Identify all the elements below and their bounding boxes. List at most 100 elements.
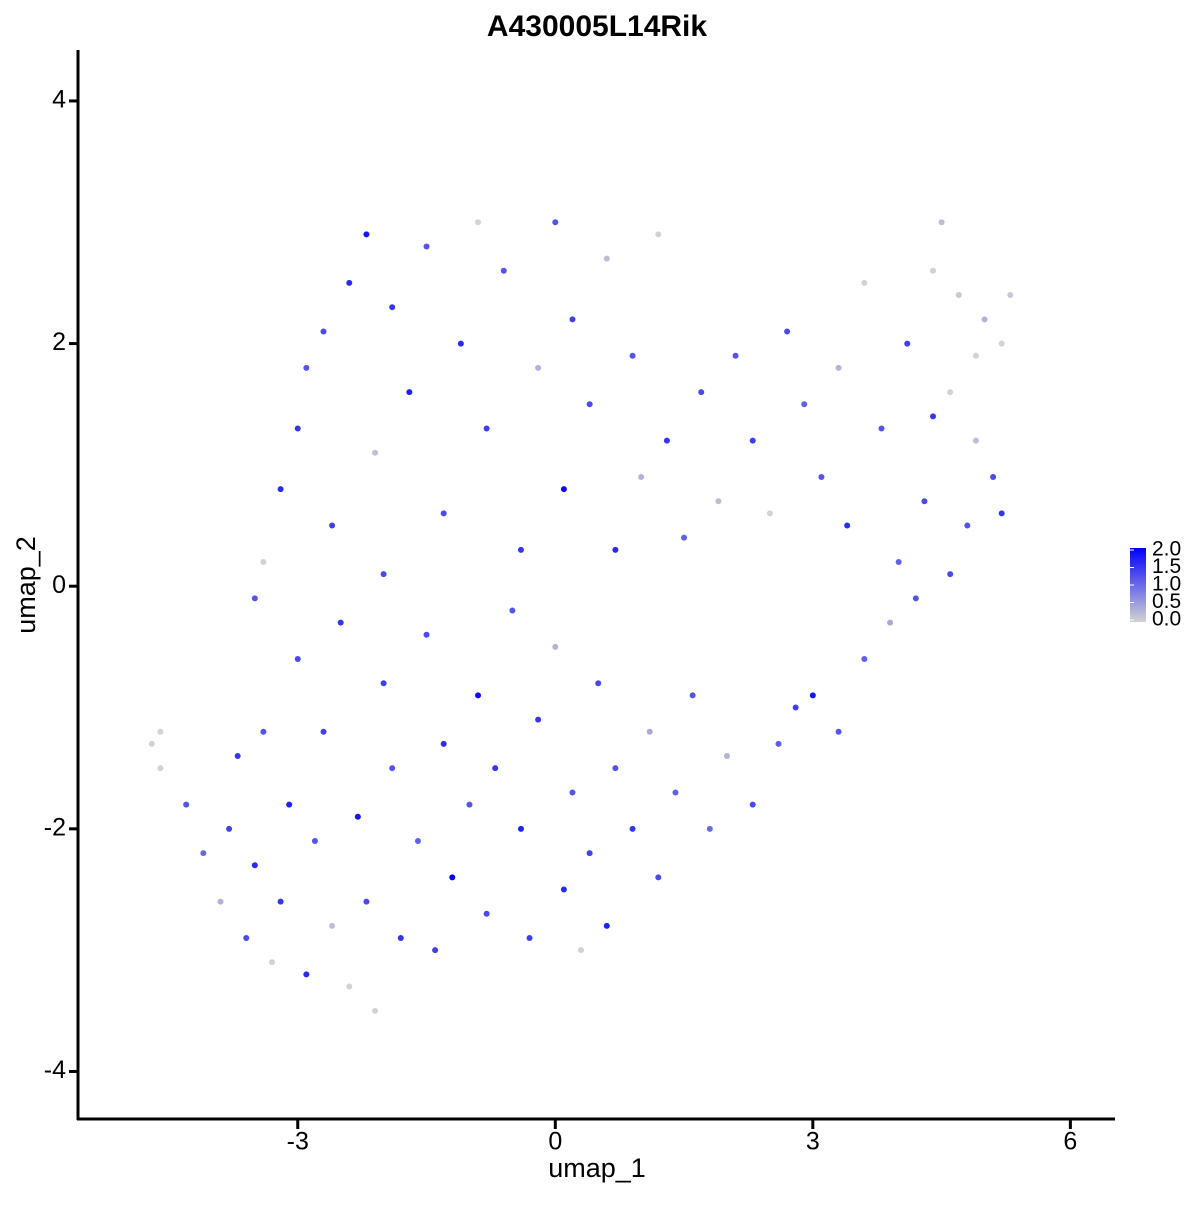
y-axis-label: umap_2 (11, 536, 41, 634)
point (972, 437, 979, 444)
point (930, 267, 937, 274)
point (329, 522, 336, 529)
chart-title: A430005L14Rik (487, 10, 707, 43)
point (895, 558, 902, 565)
point (947, 571, 954, 578)
point (243, 935, 250, 942)
point (672, 789, 679, 796)
point (844, 522, 851, 529)
point (586, 850, 593, 857)
point (260, 558, 267, 565)
point (269, 959, 276, 966)
point (311, 837, 318, 844)
point (887, 619, 894, 626)
point (612, 765, 619, 772)
point (509, 607, 516, 614)
point (698, 389, 705, 396)
x-tick-label: 0 (548, 1128, 562, 1156)
point (569, 789, 576, 796)
point (286, 801, 293, 808)
point (492, 765, 499, 772)
point (526, 935, 533, 942)
point (337, 619, 344, 626)
point (200, 850, 207, 857)
point (595, 680, 602, 687)
colorbar-label: 0.5 (1152, 590, 1181, 613)
point (423, 631, 430, 638)
point (389, 765, 396, 772)
point (226, 825, 233, 832)
point (320, 328, 327, 335)
point (423, 243, 430, 250)
point (560, 486, 567, 493)
point (148, 740, 155, 747)
y-tick-label: 4 (52, 86, 66, 114)
point (990, 474, 997, 481)
colorbar (1130, 548, 1146, 622)
point (663, 437, 670, 444)
point (157, 728, 164, 735)
point (457, 340, 464, 347)
colorbar-label: 1.5 (1152, 555, 1181, 578)
point (466, 801, 473, 808)
colorbar-label: 0.0 (1152, 608, 1181, 631)
point (715, 498, 722, 505)
colorbar-label: 1.0 (1152, 573, 1181, 596)
point (972, 352, 979, 359)
point (372, 449, 379, 456)
point (603, 922, 610, 929)
y-tick-label: -2 (44, 813, 66, 841)
point (689, 692, 696, 699)
point (998, 340, 1005, 347)
y-tick-label: 2 (52, 328, 66, 356)
point (449, 874, 456, 881)
point (560, 886, 567, 893)
point (251, 595, 258, 602)
point (947, 389, 954, 396)
point (904, 340, 911, 347)
point (475, 692, 482, 699)
point (217, 898, 224, 905)
point (784, 328, 791, 335)
point (938, 219, 945, 226)
point (629, 352, 636, 359)
colorbar-label: 2.0 (1152, 538, 1181, 561)
point (792, 704, 799, 711)
point (732, 352, 739, 359)
point (294, 425, 301, 432)
y-tick-label: -4 (44, 1056, 66, 1084)
point (655, 231, 662, 238)
point (569, 316, 576, 323)
point (363, 898, 370, 905)
point (440, 740, 447, 747)
point (964, 522, 971, 529)
point (294, 656, 301, 663)
point (646, 728, 653, 735)
point (955, 292, 962, 299)
point (372, 1007, 379, 1014)
x-tick-label: 6 (1063, 1128, 1077, 1156)
point (397, 935, 404, 942)
point (475, 219, 482, 226)
point (277, 486, 284, 493)
point (320, 728, 327, 735)
point (706, 825, 713, 832)
point (723, 753, 730, 760)
point (414, 837, 421, 844)
point (234, 753, 241, 760)
point (603, 255, 610, 262)
point (878, 425, 885, 432)
point (483, 910, 490, 917)
point (483, 425, 490, 432)
point (303, 971, 310, 978)
point (801, 401, 808, 408)
point (749, 437, 756, 444)
x-tick-label: -3 (287, 1128, 309, 1156)
point (861, 656, 868, 663)
point (346, 279, 353, 286)
point (380, 571, 387, 578)
point (346, 983, 353, 990)
point (440, 510, 447, 517)
point (766, 510, 773, 517)
